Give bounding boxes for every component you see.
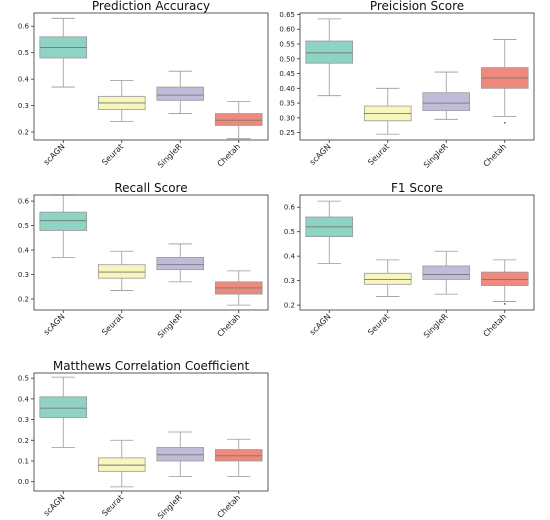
y-tick-label: 0.6: [284, 204, 296, 212]
category-label: Seurat: [366, 312, 391, 337]
box-singler: [156, 86, 205, 101]
box-chetah: [214, 449, 263, 462]
y-tick-label: 0.40: [279, 85, 295, 93]
category-label: scAGN: [308, 142, 333, 167]
category-label: Chetah: [482, 142, 509, 169]
y-tick-label: 0.3: [18, 271, 29, 279]
y-tick-label: 0.2: [18, 437, 29, 445]
plot-frame: [33, 12, 269, 141]
box-seurat: [97, 457, 146, 472]
outlier-point: [503, 302, 506, 305]
category-label: Chetah: [216, 142, 243, 169]
y-tick-label: 0.60: [279, 26, 295, 34]
chart-panel: F1 Score 0.2 0.3 0.4 0.5 0.6 scAGN Seurat Single…: [284, 181, 535, 340]
category-label: Chetah: [216, 312, 243, 339]
chart-title: Matthews Correlation Coefficient: [53, 359, 250, 373]
y-tick-label: 0.55: [279, 41, 295, 49]
plot-frame: [33, 194, 269, 311]
category-label: Seurat: [366, 142, 391, 167]
category-label: SingleR: [156, 312, 184, 340]
y-tick-label: 0.30: [279, 114, 295, 122]
y-tick-label: 0.3: [18, 102, 29, 110]
box-scagn: [305, 40, 354, 64]
y-tick-label: 0.0: [18, 478, 29, 486]
box-scagn: [39, 211, 88, 231]
plot-frame: [33, 372, 269, 492]
chart-panel: Preicision Score 0.25 0.30 0.35 0.40 0.45 0.50…: [279, 0, 535, 170]
category-label: Seurat: [100, 142, 125, 167]
y-tick-label: 0.3: [284, 277, 295, 285]
category-label: SingleR: [422, 142, 450, 170]
y-tick-label: 0.3: [18, 416, 29, 424]
y-tick-label: 0.25: [279, 129, 295, 137]
chart-title: Preicision Score: [370, 0, 464, 13]
y-tick-label: 0.5: [18, 49, 29, 57]
box-singler: [156, 256, 205, 271]
category-label: Chetah: [216, 493, 243, 520]
category-label: scAGN: [308, 312, 333, 337]
y-tick-label: 0.5: [18, 375, 29, 383]
y-tick-label: 0.2: [18, 295, 29, 303]
y-tick-label: 0.65: [279, 11, 295, 19]
category-label: scAGN: [42, 142, 67, 167]
box-seurat: [97, 264, 146, 279]
category-label: Seurat: [100, 312, 125, 337]
category-label: SingleR: [156, 142, 184, 170]
y-tick-label: 0.4: [18, 395, 30, 403]
box-seurat: [363, 272, 412, 285]
chart-title: Prediction Accuracy: [92, 0, 210, 13]
chart-title: F1 Score: [391, 181, 443, 195]
category-label: Chetah: [482, 312, 509, 339]
category-label: Seurat: [100, 493, 125, 518]
y-tick-label: 0.6: [18, 198, 30, 206]
box-singler: [422, 265, 471, 280]
chart-panel: Recall Score 0.2 0.3 0.4 0.5 0.6 scAGN Seurat Si…: [18, 181, 269, 340]
plot-frame: [299, 194, 535, 311]
y-tick-label: 0.1: [18, 457, 29, 465]
y-tick-label: 0.6: [18, 23, 30, 31]
category-label: SingleR: [156, 493, 184, 520]
y-tick-label: 0.4: [284, 253, 296, 261]
y-tick-label: 0.2: [18, 129, 29, 137]
chart-panel: Prediction Accuracy 0.2 0.3 0.4 0.5 0.6 scAGN S…: [18, 0, 269, 170]
y-tick-label: 0.4: [18, 76, 30, 84]
y-tick-label: 0.2: [284, 302, 295, 310]
chart-panel: Matthews Correlation Coefficient 0.0 0.1 0.…: [18, 359, 269, 520]
y-tick-label: 0.50: [279, 55, 295, 63]
box-chetah: [480, 271, 529, 286]
category-label: scAGN: [42, 493, 67, 518]
box-singler: [156, 447, 205, 462]
category-label: SingleR: [422, 312, 450, 340]
y-tick-label: 0.5: [18, 222, 29, 230]
box-scagn: [39, 396, 88, 418]
y-tick-label: 0.4: [18, 247, 30, 255]
box-chetah: [214, 113, 263, 126]
y-tick-label: 0.35: [279, 100, 295, 108]
chart-title: Recall Score: [114, 181, 187, 195]
box-singler: [422, 92, 471, 111]
category-label: scAGN: [42, 312, 67, 337]
outlier-point: [503, 121, 506, 124]
y-tick-label: 0.45: [279, 70, 295, 78]
y-tick-label: 0.5: [284, 228, 295, 236]
plot-frame: [299, 12, 535, 141]
